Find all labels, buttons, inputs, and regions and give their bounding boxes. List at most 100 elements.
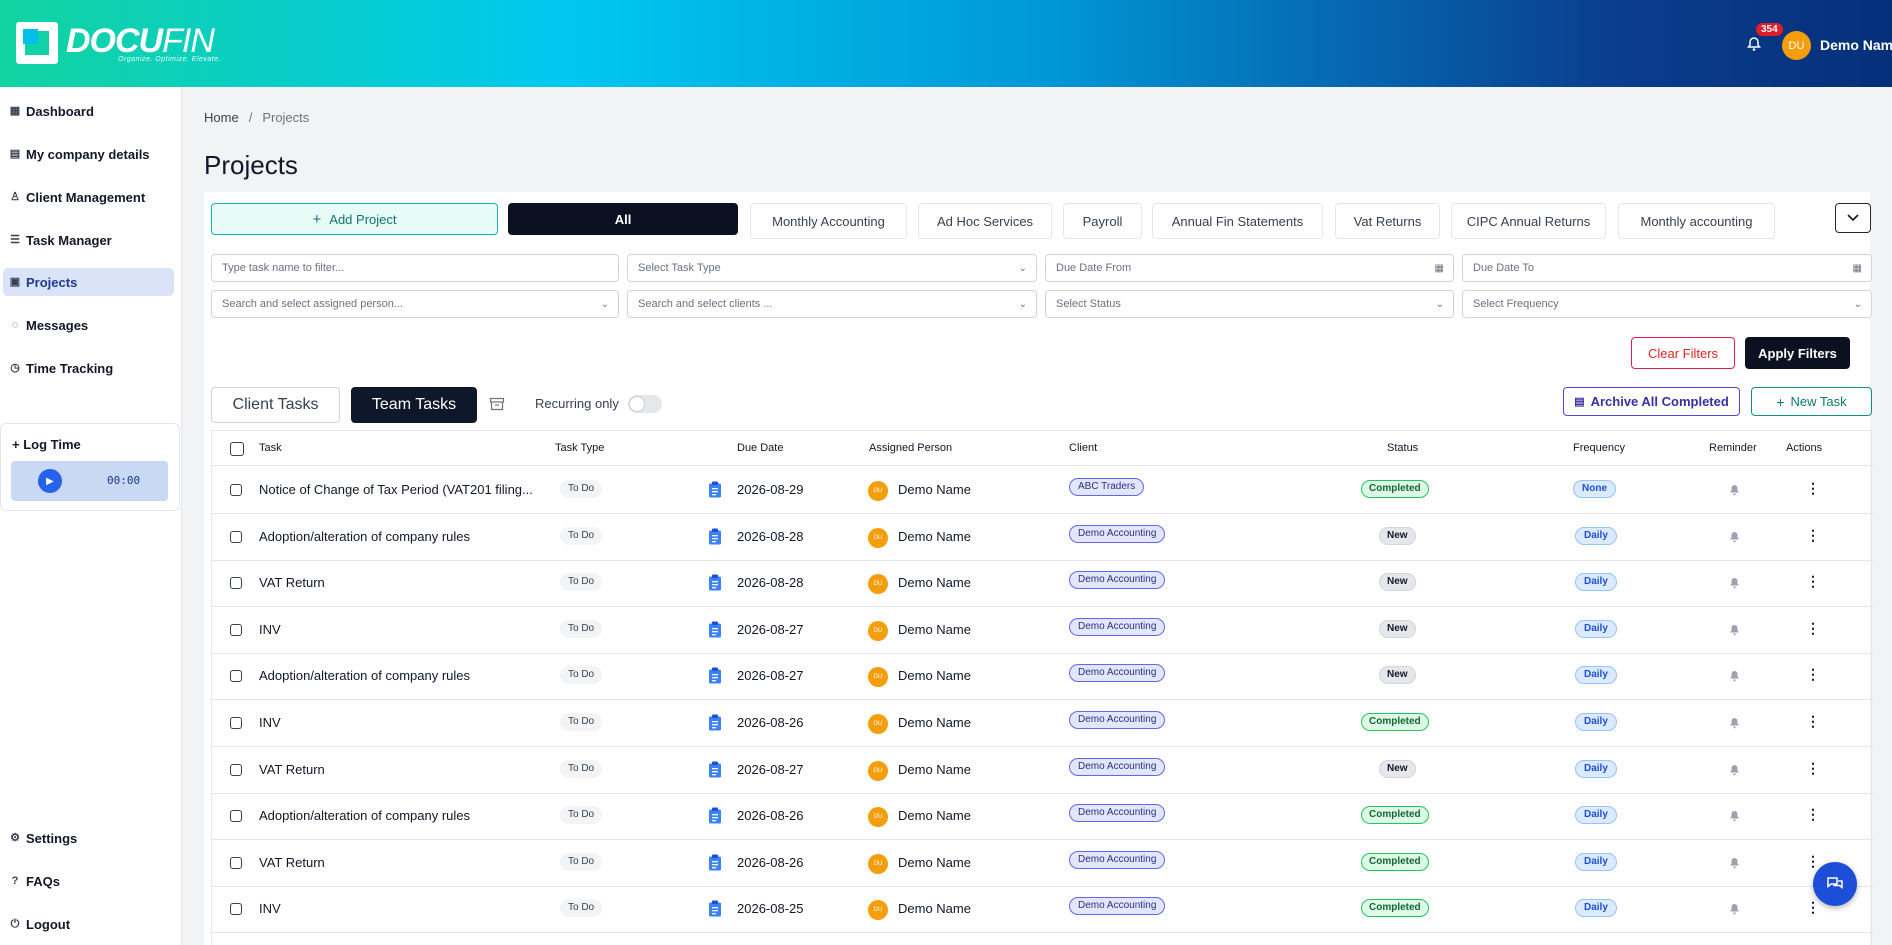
category-tab-monthly-accounting[interactable]: Monthly Accounting <box>750 203 907 239</box>
clear-filters-button[interactable]: Clear Filters <box>1631 337 1735 369</box>
column-header-task[interactable]: Task <box>259 442 282 454</box>
row-checkbox[interactable] <box>230 670 242 682</box>
sidebar-item-task-manager[interactable]: ☰ Task Manager <box>10 232 112 248</box>
category-tab-payroll[interactable]: Payroll <box>1063 203 1142 239</box>
row-actions-menu-icon[interactable]: ⋮ <box>1806 713 1820 729</box>
clipboard-icon[interactable] <box>708 528 722 545</box>
task-name[interactable]: VAT Return <box>259 575 325 590</box>
status-badge[interactable]: New <box>1379 527 1416 545</box>
sidebar-item-company-details[interactable]: ▤ My company details <box>9 146 150 162</box>
client-badge[interactable]: Demo Accounting <box>1069 851 1166 869</box>
archive-icon[interactable] <box>489 396 505 412</box>
reminder-bell-icon[interactable] <box>1729 764 1740 776</box>
client-badge[interactable]: Demo Accounting <box>1069 571 1166 589</box>
category-tab-monthly-accounting-2[interactable]: Monthly accounting <box>1618 203 1775 239</box>
status-badge[interactable]: New <box>1379 760 1416 778</box>
sidebar-item-settings[interactable]: ⚙ Settings <box>10 830 78 846</box>
reminder-bell-icon[interactable] <box>1729 903 1740 915</box>
table-row[interactable]: Adoption/alteration of company rules To D… <box>212 514 1873 561</box>
categories-expand-button[interactable] <box>1835 203 1871 233</box>
category-tab-all[interactable]: All <box>508 203 738 235</box>
row-actions-menu-icon[interactable]: ⋮ <box>1806 620 1820 636</box>
tab-client-tasks[interactable]: Client Tasks <box>211 387 340 423</box>
status-badge[interactable]: New <box>1379 620 1416 638</box>
sidebar-item-time-tracking[interactable]: ◷ Time Tracking <box>10 360 114 376</box>
table-row[interactable]: Adoption/alteration of company rules To D… <box>212 653 1873 700</box>
task-name[interactable]: INV <box>259 901 281 916</box>
category-tab-ad-hoc-services[interactable]: Ad Hoc Services <box>918 203 1052 239</box>
clipboard-icon[interactable] <box>708 854 722 871</box>
play-timer-button[interactable]: ▶ <box>38 469 62 493</box>
breadcrumb-home[interactable]: Home <box>204 110 239 125</box>
clients-select[interactable]: Search and select clients ... ⌄ <box>627 290 1037 318</box>
assigned-person-select[interactable]: Search and select assigned person... ⌄ <box>211 290 619 318</box>
reminder-bell-icon[interactable] <box>1729 484 1740 496</box>
row-actions-menu-icon[interactable]: ⋮ <box>1806 899 1820 915</box>
row-checkbox[interactable] <box>230 624 242 636</box>
row-actions-menu-icon[interactable]: ⋮ <box>1806 853 1820 869</box>
task-name[interactable]: Adoption/alteration of company rules <box>259 808 471 823</box>
frequency-select[interactable]: Select Frequency ⌄ <box>1462 290 1872 318</box>
status-badge[interactable]: Completed <box>1361 899 1429 917</box>
status-badge[interactable]: New <box>1379 573 1416 591</box>
client-badge[interactable]: Demo Accounting <box>1069 897 1166 915</box>
row-checkbox[interactable] <box>230 717 242 729</box>
chat-support-button[interactable] <box>1813 862 1857 906</box>
column-header-assigned-person[interactable]: Assigned Person <box>869 442 953 454</box>
row-actions-menu-icon[interactable]: ⋮ <box>1806 480 1820 496</box>
due-date-from-input[interactable]: Due Date From ▦ <box>1045 254 1454 282</box>
sidebar-item-client-management[interactable]: ♙ Client Management <box>10 189 146 205</box>
reminder-bell-icon[interactable] <box>1729 624 1740 636</box>
apply-filters-button[interactable]: Apply Filters <box>1745 337 1850 369</box>
table-row[interactable]: INV To Do 2026-08-26 DU Demo Name Demo Accoun… <box>212 700 1873 747</box>
log-time-title[interactable]: + Log Time <box>12 437 81 452</box>
column-header-task-type[interactable]: Task Type <box>555 442 605 454</box>
status-badge[interactable]: Completed <box>1361 806 1429 824</box>
column-header-client[interactable]: Client <box>1069 442 1098 454</box>
task-name[interactable]: VAT Return <box>259 762 325 777</box>
client-badge[interactable]: ABC Traders <box>1069 478 1145 496</box>
select-all-checkbox[interactable] <box>230 442 244 456</box>
table-row[interactable]: INV To Do 2026-08-25 DU Demo Name Demo Accoun… <box>212 886 1873 933</box>
task-name[interactable]: VAT Return <box>259 855 325 870</box>
sidebar-item-messages[interactable]: ◌ Messages <box>3 311 174 339</box>
clipboard-icon[interactable] <box>708 761 722 778</box>
client-badge[interactable]: Demo Accounting <box>1069 758 1166 776</box>
archive-all-completed-button[interactable]: ▤ Archive All Completed <box>1563 387 1740 416</box>
clipboard-icon[interactable] <box>708 667 722 684</box>
sidebar-item-projects[interactable]: ▣ Projects <box>3 268 174 296</box>
user-name[interactable]: Demo Name <box>1820 37 1892 53</box>
row-checkbox[interactable] <box>230 577 242 589</box>
column-header-frequency[interactable]: Frequency <box>1573 442 1625 454</box>
clipboard-icon[interactable] <box>708 900 722 917</box>
sidebar-item-dashboard[interactable]: ▦ Dashboard <box>9 103 94 119</box>
row-checkbox[interactable] <box>230 857 242 869</box>
table-row[interactable]: Adoption/alteration of company rules To D… <box>212 793 1873 840</box>
reminder-bell-icon[interactable] <box>1729 531 1740 543</box>
task-name[interactable]: INV <box>259 715 281 730</box>
client-badge[interactable]: Demo Accounting <box>1069 618 1166 636</box>
category-tab-vat-returns[interactable]: Vat Returns <box>1335 203 1440 239</box>
row-checkbox[interactable] <box>230 484 242 496</box>
clipboard-icon[interactable] <box>708 621 722 638</box>
status-select[interactable]: Select Status ⌄ <box>1045 290 1454 318</box>
user-avatar[interactable]: DU <box>1782 31 1811 60</box>
row-checkbox[interactable] <box>230 810 242 822</box>
status-badge[interactable]: Completed <box>1361 480 1429 498</box>
row-actions-menu-icon[interactable]: ⋮ <box>1806 666 1820 682</box>
task-name[interactable]: Adoption/alteration of company rules <box>259 529 471 544</box>
clipboard-icon[interactable] <box>708 714 722 731</box>
row-checkbox[interactable] <box>230 903 242 915</box>
clipboard-icon[interactable] <box>708 807 722 824</box>
clipboard-icon[interactable] <box>708 574 722 591</box>
table-row[interactable]: INV To Do 2026-08-27 DU Demo Name Demo Accoun… <box>212 607 1873 654</box>
status-badge[interactable]: Completed <box>1361 713 1429 731</box>
row-actions-menu-icon[interactable]: ⋮ <box>1806 527 1820 543</box>
category-tab-cipc-annual-returns[interactable]: CIPC Annual Returns <box>1451 203 1606 239</box>
reminder-bell-icon[interactable] <box>1729 810 1740 822</box>
client-badge[interactable]: Demo Accounting <box>1069 804 1166 822</box>
status-badge[interactable]: New <box>1379 666 1416 684</box>
docufin-logo[interactable]: DOCUFIN <box>16 22 215 64</box>
notification-bell-icon[interactable] <box>1746 36 1762 52</box>
sidebar-item-faqs[interactable]: ? FAQs <box>3 867 174 895</box>
